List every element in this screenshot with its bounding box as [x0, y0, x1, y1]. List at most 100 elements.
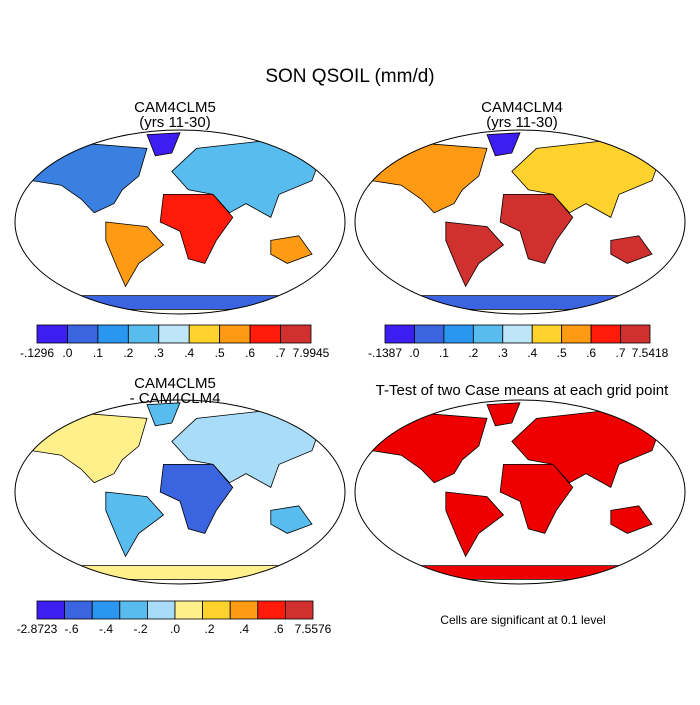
colorbar-label: .7: [276, 346, 286, 360]
colorbar-box: [472, 324, 504, 344]
panel-title: (yrs 11-30): [139, 114, 210, 131]
colorbar-label: .0: [409, 346, 419, 360]
panel-title: CAM4CLM4: [481, 99, 563, 116]
land: [370, 143, 488, 214]
land: [171, 410, 321, 488]
colorbar-label: .5: [215, 346, 225, 360]
colorbar-label: .0: [170, 622, 180, 636]
colorbar-box: [146, 600, 176, 620]
land: [445, 221, 505, 288]
colorbar-box: [257, 600, 286, 620]
colorbar-box: [188, 324, 221, 344]
colorbar-label: .2: [204, 622, 214, 636]
colorbar-label: .6: [273, 622, 283, 636]
colorbar-label: .2: [468, 346, 478, 360]
land: [30, 143, 148, 214]
land: [486, 132, 521, 157]
colorbar-label: -2.8723: [17, 622, 58, 636]
colorbar-label: -.1387: [368, 346, 402, 360]
map: [30, 132, 321, 310]
land: [159, 193, 234, 264]
land: [47, 295, 313, 310]
colorbar-box: [443, 324, 474, 344]
colorbar-box: [384, 324, 415, 344]
map-outline: [14, 129, 346, 315]
land: [270, 505, 313, 534]
colorbar-box: [561, 324, 592, 344]
colorbar-box: [414, 324, 445, 344]
colorbar-box: [119, 600, 148, 620]
colorbar-box: [502, 324, 533, 344]
colorbar-box: [91, 600, 121, 620]
land: [387, 565, 653, 580]
map-outline: [354, 129, 686, 315]
colorbar-box: [590, 324, 621, 344]
land: [105, 221, 165, 288]
land: [105, 491, 165, 558]
colorbar-label: .3: [154, 346, 164, 360]
colorbar-label: .4: [239, 622, 249, 636]
colorbar-label: 7.9945: [293, 346, 330, 360]
panel-title: (yrs 11-30): [486, 114, 557, 131]
colorbar-label: -.1296: [20, 346, 54, 360]
map-outline: [354, 399, 686, 585]
land: [511, 140, 661, 218]
colorbar-box: [36, 600, 66, 620]
map: [370, 132, 661, 310]
land: [146, 132, 181, 157]
land: [445, 491, 505, 558]
colorbar-label: .7: [616, 346, 626, 360]
colorbar-label: .6: [586, 346, 596, 360]
colorbar-label: 7.5418: [632, 346, 669, 360]
land: [511, 410, 661, 488]
colorbar-label: .4: [184, 346, 194, 360]
colorbar-box: [36, 324, 68, 344]
land: [499, 463, 574, 534]
colorbar-box: [97, 324, 129, 344]
colorbar-box: [249, 324, 281, 344]
colorbar-label: .3: [498, 346, 508, 360]
colorbar-box: [174, 600, 204, 620]
colorbar-box: [127, 324, 160, 344]
colorbar-label: -.2: [133, 622, 147, 636]
land: [171, 140, 321, 218]
colorbar-label: .6: [245, 346, 255, 360]
land: [146, 402, 181, 427]
land: [499, 193, 574, 264]
colorbar-box: [284, 600, 314, 620]
panel-title: T-Test of two Case means at each grid po…: [376, 382, 669, 399]
panel-note: Cells are significant at 0.1 level: [440, 613, 605, 627]
land: [370, 413, 488, 484]
colorbar-label: -.4: [99, 622, 113, 636]
colorbar-box: [219, 324, 251, 344]
figure-title: SON QSOIL (mm/d): [265, 66, 434, 87]
land: [47, 565, 313, 580]
land: [610, 505, 653, 534]
panel-title: - CAM4CLM4: [130, 390, 221, 407]
colorbar-label: .5: [557, 346, 567, 360]
colorbar-box: [67, 324, 99, 344]
colorbar-label: 7.5576: [295, 622, 332, 636]
land: [270, 235, 313, 264]
panel-title: CAM4CLM5: [134, 375, 216, 392]
land: [486, 402, 521, 427]
colorbar-label: .1: [439, 346, 449, 360]
map: [370, 402, 661, 580]
colorbar-label: .2: [123, 346, 133, 360]
land: [159, 463, 234, 534]
colorbar-label: .0: [62, 346, 72, 360]
land: [387, 295, 653, 310]
colorbar-box: [531, 324, 563, 344]
colorbar-box: [64, 600, 93, 620]
colorbar-label: .1: [93, 346, 103, 360]
colorbar-box: [280, 324, 312, 344]
map-outline: [14, 399, 346, 585]
land: [610, 235, 653, 264]
colorbar-box: [158, 324, 190, 344]
panel-title: CAM4CLM5: [134, 99, 216, 116]
map: [30, 402, 321, 580]
colorbar-box: [229, 600, 259, 620]
colorbar-box: [202, 600, 231, 620]
colorbar-label: .4: [527, 346, 537, 360]
